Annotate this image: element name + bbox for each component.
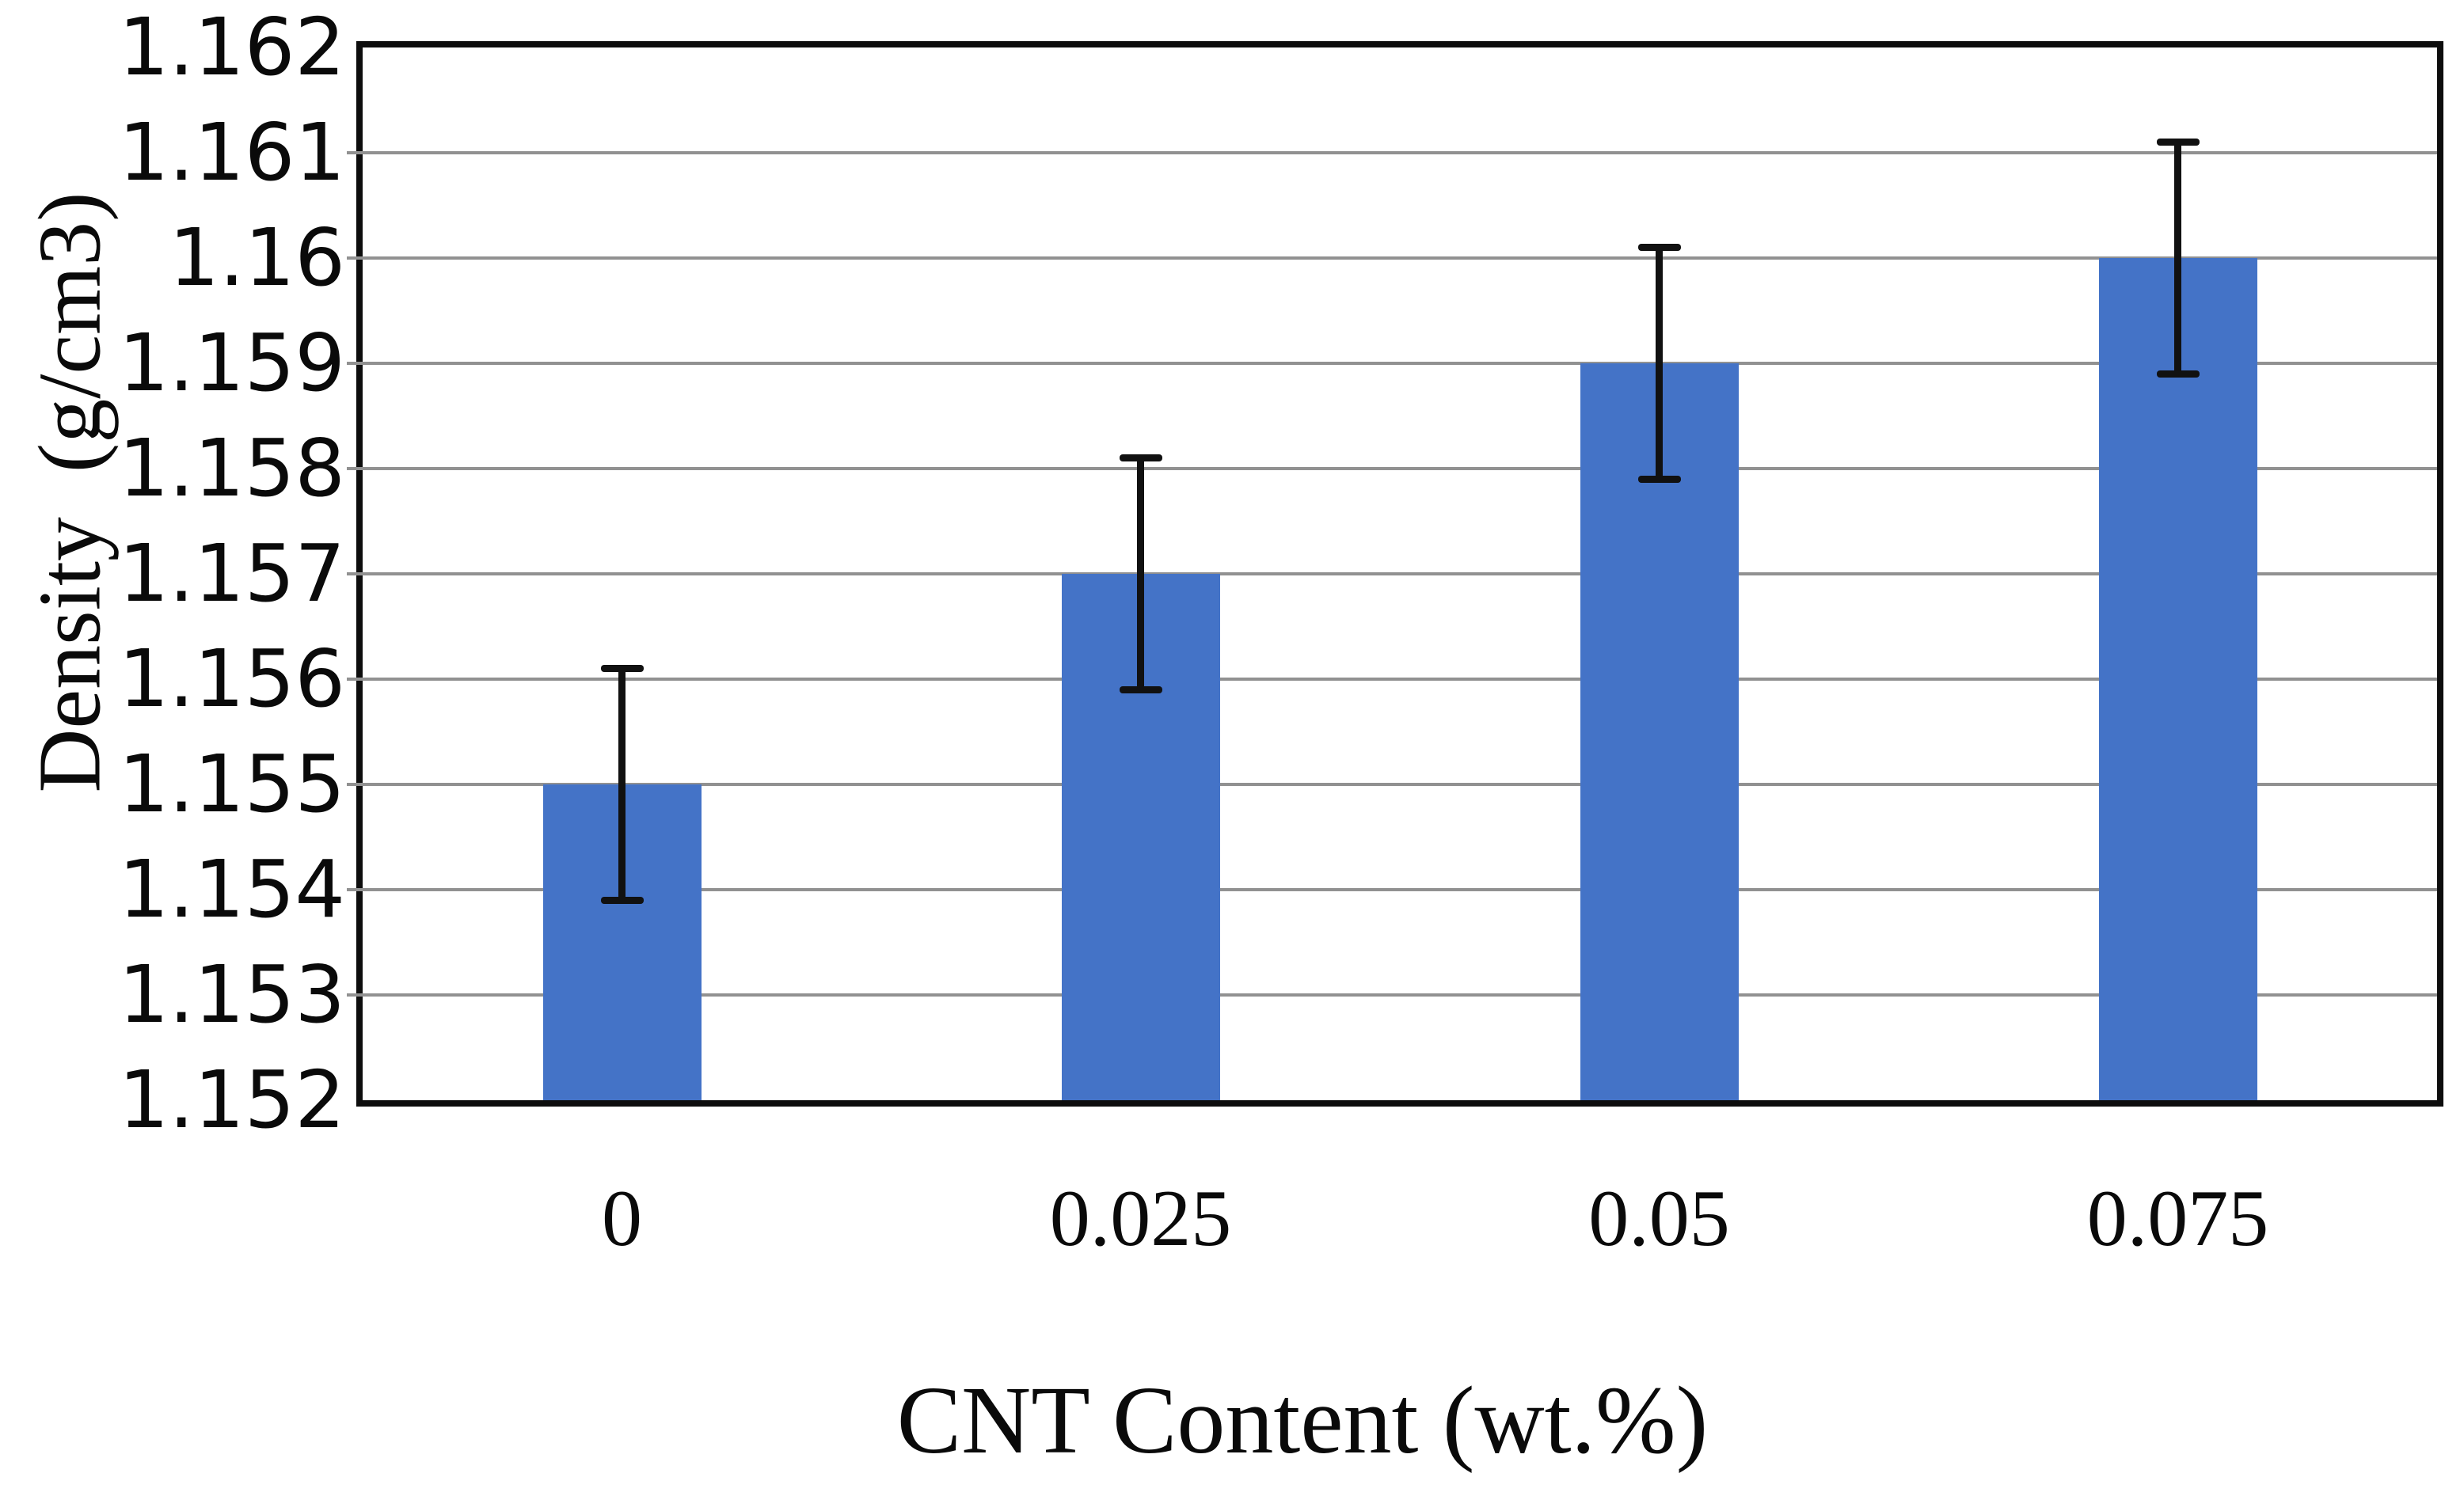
- y-tick-label: 1.156: [118, 632, 345, 725]
- y-tick-label: 1.152: [118, 1054, 345, 1146]
- x-tick-label: 0.05: [1588, 1174, 1730, 1263]
- bar: [2098, 258, 2257, 1100]
- error-bar-cap: [2156, 370, 2200, 378]
- bar: [1580, 363, 1739, 1100]
- error-bar-cap: [600, 665, 644, 673]
- x-axis-title: CNT Content (wt.%): [896, 1367, 1709, 1474]
- y-tick-label: 1.159: [118, 317, 345, 409]
- gridline: [347, 362, 2437, 365]
- y-tick-label: 1.155: [118, 738, 345, 830]
- y-tick-label: 1.157: [118, 527, 345, 620]
- error-bar-cap: [1119, 685, 1162, 693]
- gridline: [347, 572, 2437, 575]
- gridline: [347, 783, 2437, 786]
- error-bar-cap: [2156, 139, 2200, 146]
- y-tick-label: 1.153: [118, 948, 345, 1041]
- error-bar: [1137, 458, 1144, 690]
- error-bar: [618, 668, 626, 901]
- y-tick-label: 1.154: [118, 843, 345, 936]
- y-tick-label: 1.158: [118, 422, 345, 514]
- error-bar-cap: [600, 896, 644, 904]
- gridline: [347, 993, 2437, 997]
- gridline: [347, 467, 2437, 470]
- x-tick-label: 0.075: [2086, 1174, 2269, 1263]
- x-tick-label: 0.025: [1049, 1174, 1232, 1263]
- y-tick-label: 1.162: [118, 1, 345, 93]
- x-tick-label: 0: [602, 1174, 642, 1263]
- error-bar: [2174, 142, 2181, 374]
- error-bar-cap: [1119, 454, 1162, 462]
- gridline: [347, 151, 2437, 154]
- gridline: [347, 256, 2437, 260]
- plot-area: [347, 41, 2443, 1107]
- gridline: [347, 888, 2437, 891]
- gridline: [347, 678, 2437, 681]
- error-bar-cap: [1637, 244, 1681, 252]
- error-bar: [1656, 247, 1663, 480]
- error-bar-cap: [1637, 475, 1681, 483]
- y-tick-label: 1.16: [169, 211, 345, 304]
- y-tick-label: 1.161: [118, 106, 345, 199]
